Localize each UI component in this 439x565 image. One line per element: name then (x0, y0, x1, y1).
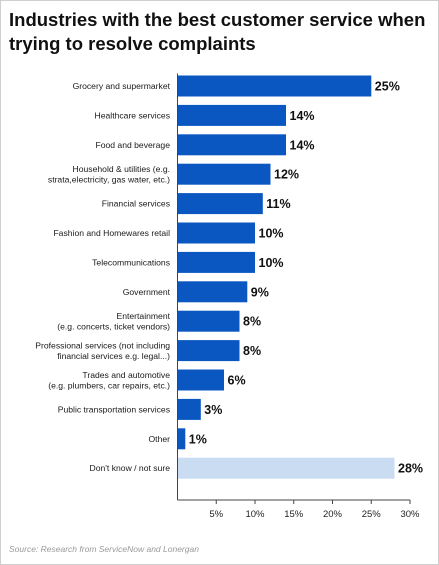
category-label: Other (149, 434, 171, 444)
x-tick-label: 15% (284, 509, 304, 520)
data-label: 11% (266, 197, 290, 211)
category-label: Food and beverage (95, 140, 170, 150)
x-tick-label: 30% (400, 509, 420, 520)
data-label: 8% (243, 315, 261, 329)
category-label: Public transportation services (58, 404, 170, 414)
bar (177, 369, 224, 391)
bar (177, 104, 286, 126)
data-label: 9% (251, 285, 269, 299)
bar (177, 281, 248, 303)
data-label: 28% (398, 462, 423, 476)
data-label: 14% (290, 138, 315, 152)
bar (177, 428, 186, 450)
bar (177, 340, 240, 362)
category-label: Trades and automotive (e.g. plumbers, car… (48, 370, 170, 391)
data-label: 1% (189, 432, 207, 446)
category-label: Healthcare services (95, 110, 170, 120)
bar (177, 457, 395, 479)
data-label: 8% (243, 344, 261, 358)
data-label: 10% (259, 256, 284, 270)
data-label: 3% (204, 403, 222, 417)
data-label: 14% (290, 109, 315, 123)
bar (177, 193, 263, 215)
data-label: 10% (259, 227, 284, 241)
x-tick-label: 5% (209, 509, 223, 520)
category-label: Don't know / not sure (90, 463, 171, 473)
category-label: Grocery and supermarket (73, 81, 171, 91)
category-label: Telecommunications (92, 257, 170, 267)
x-tick-label: 25% (362, 509, 382, 520)
x-tick-label: 10% (245, 509, 265, 520)
bar (177, 310, 240, 332)
data-label: 6% (228, 374, 246, 388)
data-label: 12% (274, 168, 299, 182)
category-label: Professional services (not including fina… (35, 340, 170, 361)
bar (177, 134, 286, 156)
chart-title: Industries with the best customer servic… (9, 9, 426, 54)
bar (177, 222, 255, 244)
bar (177, 398, 201, 420)
data-label: 25% (375, 80, 400, 94)
bar (177, 75, 372, 97)
x-tick-label: 20% (323, 509, 343, 520)
category-label: Financial services (102, 199, 170, 209)
category-label: Household & utilities (e.g. strata,electr… (48, 164, 170, 185)
source-note: Source: Research from ServiceNow and Lon… (9, 544, 199, 554)
bar (177, 163, 271, 185)
category-label: Fashion and Homewares retail (53, 228, 170, 238)
category-label: Entertainment (e.g. concerts, ticket vend… (57, 311, 170, 332)
category-label: Government (123, 287, 171, 297)
bar (177, 251, 255, 273)
